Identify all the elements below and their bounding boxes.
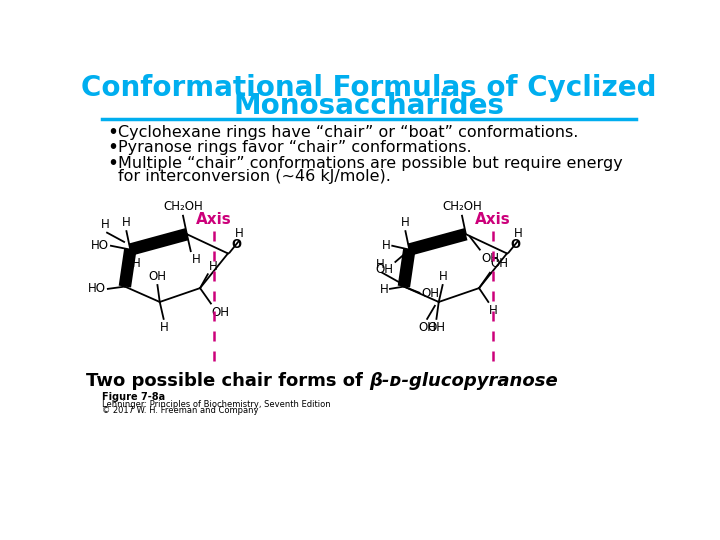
Text: Axis: Axis	[475, 212, 511, 226]
Text: CH₂OH: CH₂OH	[442, 200, 482, 213]
Text: H: H	[101, 218, 110, 231]
Text: •: •	[107, 123, 118, 142]
Text: © 2017 W. H. Freeman and Company: © 2017 W. H. Freeman and Company	[102, 406, 258, 415]
Text: CH₂OH: CH₂OH	[163, 200, 203, 213]
Text: OH: OH	[421, 287, 439, 300]
Text: Lehninger: Principles of Biochemistry, Seventh Edition: Lehninger: Principles of Biochemistry, S…	[102, 400, 330, 409]
Text: H: H	[192, 253, 200, 266]
Text: Two possible chair forms of: Two possible chair forms of	[86, 372, 369, 389]
Text: Axis: Axis	[196, 212, 232, 226]
Text: H: H	[379, 283, 388, 296]
Text: OH: OH	[212, 306, 230, 319]
Text: H: H	[401, 216, 410, 229]
Text: OH: OH	[148, 269, 166, 283]
Text: H: H	[377, 258, 385, 271]
Text: Multiple “chair” conformations are possible but require energy: Multiple “chair” conformations are possi…	[118, 156, 623, 171]
Text: OH: OH	[482, 252, 500, 265]
Text: O: O	[231, 238, 241, 251]
Text: H: H	[122, 216, 131, 229]
Text: β-ᴅ-glucopyranose: β-ᴅ-glucopyranose	[369, 372, 558, 389]
Text: H: H	[514, 227, 523, 240]
Text: Pyranose rings favor “chair” conformations.: Pyranose rings favor “chair” conformatio…	[118, 140, 472, 156]
Text: OH: OH	[418, 321, 436, 334]
Text: OH: OH	[428, 321, 446, 334]
Text: H: H	[489, 304, 498, 318]
Text: Monosaccharides: Monosaccharides	[233, 92, 505, 120]
Text: HO: HO	[89, 282, 107, 295]
Text: OH: OH	[376, 264, 394, 276]
Text: H: H	[235, 227, 244, 240]
Text: H: H	[382, 239, 391, 252]
Text: Conformational Formulas of Cyclized: Conformational Formulas of Cyclized	[81, 74, 657, 102]
Text: •: •	[107, 154, 118, 173]
Text: OH: OH	[490, 258, 508, 271]
Text: HO: HO	[91, 239, 109, 252]
Text: H: H	[209, 260, 217, 273]
Text: •: •	[107, 138, 118, 158]
Text: Cyclohexane rings have “chair” or “boat” conformations.: Cyclohexane rings have “chair” or “boat”…	[118, 125, 578, 140]
Text: O: O	[510, 238, 520, 251]
Text: H: H	[132, 256, 140, 269]
Text: H: H	[160, 321, 168, 334]
Text: for interconversion (~46 kJ/mole).: for interconversion (~46 kJ/mole).	[118, 169, 391, 184]
Text: H: H	[439, 269, 448, 283]
Text: Figure 7-8a: Figure 7-8a	[102, 393, 165, 402]
